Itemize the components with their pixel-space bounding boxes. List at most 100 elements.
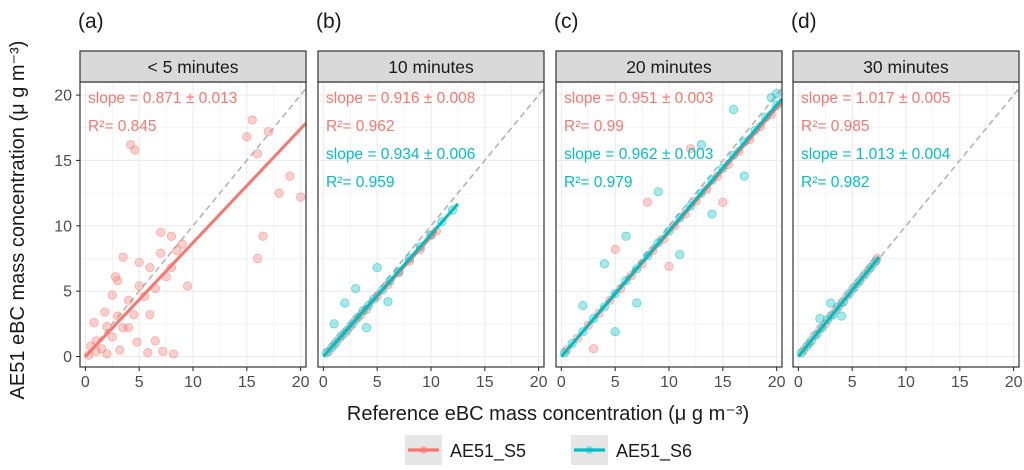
data-point (134, 257, 144, 268)
data-point (285, 171, 295, 181)
fit-line-ae51_s6 (797, 256, 881, 358)
x-tick-label: 15 (951, 374, 969, 391)
strip-title: 30 minutes (863, 57, 949, 77)
x-tick-label: 10 (184, 374, 202, 391)
data-point (642, 197, 653, 207)
identity-line (322, 88, 544, 358)
data-point (134, 281, 144, 291)
x-axis-label: Reference eBC mass concentration (μ g m⁻… (347, 403, 749, 425)
data-point (599, 259, 610, 269)
data-point (252, 253, 263, 264)
data-point (130, 145, 140, 155)
annotation-slope: slope = 0.934 ± 0.006 (326, 146, 475, 163)
strip-background (317, 50, 545, 83)
data-point (707, 209, 717, 219)
data-point (610, 327, 620, 337)
fit-line-ae51_s6 (322, 202, 460, 358)
data-point (102, 321, 112, 332)
data-point (115, 345, 125, 355)
annotation-slope: slope = 0.871 ± 0.013 (88, 90, 237, 107)
annotation-r2: R²= 0.962 (326, 118, 395, 135)
data-point (621, 231, 631, 241)
strip-title: < 5 minutes (148, 57, 239, 77)
annotation-slope: slope = 1.013 ± 0.004 (801, 146, 951, 163)
data-point (766, 93, 776, 103)
x-tick-label: 15 (714, 374, 732, 391)
data-point (258, 231, 268, 241)
data-point (372, 263, 382, 273)
legend-label: AE51_S5 (450, 441, 526, 462)
data-point (166, 231, 177, 241)
legend-key-point (585, 446, 594, 454)
x-tick-label: 20 (1005, 374, 1023, 391)
fit-line-ae51_s6 (560, 97, 782, 358)
data-point (361, 323, 372, 333)
data-point (383, 297, 393, 307)
strip-background (792, 50, 1020, 83)
panel-1: slope = 0.871 ± 0.013 R²= 0.845 < 5 minute… (54, 10, 309, 391)
data-point (696, 140, 706, 150)
data-point (274, 188, 284, 198)
y-tick-label: 10 (54, 218, 72, 235)
data-point (123, 295, 134, 305)
data-point (132, 337, 142, 347)
panel-label: (c) (554, 10, 579, 33)
annotation-r2: R²= 0.982 (801, 174, 870, 191)
data-point (739, 171, 749, 181)
strip-background (555, 50, 783, 83)
panel-3: slope = 0.951 ± 0.003 R²= 0.99 slope = 0.9… (554, 10, 786, 391)
x-tick-label: 5 (848, 374, 857, 391)
data-point (169, 349, 179, 359)
data-point (145, 310, 155, 320)
data-point (145, 263, 155, 273)
x-tick-label: 10 (422, 374, 440, 391)
x-tick-label: 5 (135, 374, 144, 391)
data-point (158, 346, 168, 356)
panel-label: (b) (316, 10, 342, 33)
data-point (718, 197, 728, 207)
identity-line (84, 88, 306, 358)
data-point (836, 311, 847, 321)
data-point (143, 348, 153, 358)
data-point (118, 252, 128, 262)
data-point (826, 298, 836, 308)
data-point (578, 300, 588, 311)
data-point (610, 244, 620, 254)
annotation-slope: slope = 0.951 ± 0.003 (564, 90, 713, 107)
x-tick-label: 15 (238, 374, 256, 391)
annotation-r2: R²= 0.99 (564, 118, 624, 135)
data-point (632, 298, 642, 308)
fit-line-ae51_s5 (84, 122, 306, 358)
data-point (183, 281, 193, 291)
data-point (107, 332, 117, 342)
x-tick-label: 5 (611, 374, 620, 391)
data-point (110, 272, 121, 282)
data-point (177, 239, 187, 249)
annotation-slope: slope = 0.962 ± 0.003 (564, 146, 713, 163)
panel-4: slope = 1.017 ± 0.005 R²= 0.985 slope = 1.… (791, 10, 1023, 391)
y-tick-label: 5 (63, 284, 72, 301)
data-point (172, 246, 182, 256)
strip-background (79, 50, 307, 83)
y-tick-label: 0 (63, 349, 72, 366)
panel-label: (d) (791, 10, 817, 33)
annotation-r2: R²= 0.985 (801, 118, 870, 135)
x-tick-label: 15 (476, 374, 494, 391)
annotation-slope: slope = 1.017 ± 0.005 (801, 90, 950, 107)
data-point (252, 149, 263, 159)
panel-label: (a) (78, 10, 104, 33)
data-point (263, 127, 273, 137)
legend-key-point (419, 446, 428, 454)
y-tick-label: 15 (54, 153, 72, 170)
data-point (118, 323, 128, 333)
gridlines (318, 82, 544, 367)
gridlines (793, 82, 1019, 367)
data-point (329, 319, 339, 329)
annotation-r2: R²= 0.959 (326, 174, 395, 191)
data-point (351, 283, 361, 294)
data-point (296, 192, 306, 202)
y-axis-label: AE51 eBC mass concentration (μ g m⁻³) (7, 41, 29, 400)
x-tick-label: 20 (768, 374, 786, 391)
data-point (129, 310, 139, 320)
